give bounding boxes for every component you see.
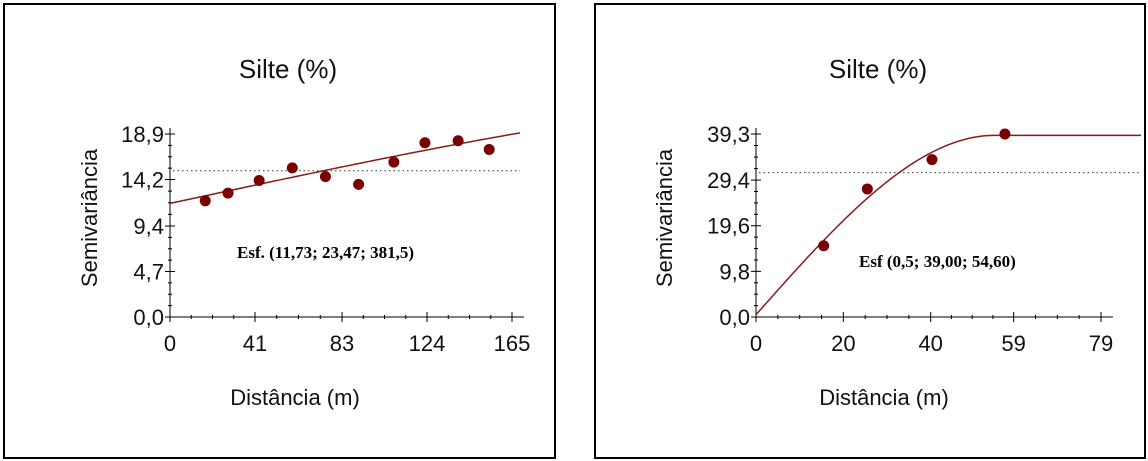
data-point: [452, 135, 464, 147]
x-tick-label: 0: [164, 331, 176, 356]
model-curve: [169, 132, 521, 205]
y-tick-label: 18,9: [121, 122, 164, 147]
y-tick-label: 19,6: [707, 214, 750, 239]
x-tick-label: 83: [330, 331, 354, 356]
x-tick-label: 124: [409, 331, 446, 356]
y-axis-label: Semivariância: [77, 148, 102, 287]
y-tick-label: 0,0: [719, 305, 750, 330]
chart-title: Silte (%): [829, 54, 927, 84]
x-tick-label: 40: [918, 331, 942, 356]
data-point: [483, 143, 495, 155]
y-tick-label: 9,4: [133, 214, 164, 239]
data-point: [999, 128, 1011, 140]
chart-title: Silte (%): [239, 54, 337, 84]
y-tick-label: 0,0: [133, 305, 164, 330]
data-point: [419, 137, 431, 149]
model-curve: [755, 134, 1141, 316]
x-tick-label: 41: [243, 331, 267, 356]
x-tick-label: 79: [1089, 331, 1113, 356]
data-point: [388, 156, 400, 168]
y-axis-label: Semivariância: [652, 148, 677, 287]
data-point: [861, 183, 873, 195]
data-point: [253, 174, 265, 186]
data-point: [926, 154, 938, 166]
x-tick-label: 165: [494, 331, 531, 356]
data-point: [222, 187, 234, 199]
data-point: [199, 195, 211, 207]
model-annotation: Esf. (11,73; 23,47; 381,5): [237, 243, 414, 262]
chart-panel-left: Silte (%) Distância (m) Semivariância Es…: [3, 3, 556, 459]
x-axis-label: Distância (m): [819, 385, 949, 410]
y-tick-label: 14,2: [121, 168, 164, 193]
y-tick-label: 4,7: [133, 259, 164, 284]
x-tick-label: 20: [831, 331, 855, 356]
data-point: [286, 162, 298, 174]
chart-panel-right: Silte (%) Distância (m) Semivariância Es…: [594, 3, 1146, 459]
y-tick-label: 29,4: [707, 168, 750, 193]
data-point: [319, 171, 331, 183]
y-tick-label: 9,8: [719, 259, 750, 284]
data-point: [818, 240, 830, 252]
x-tick-label: 59: [1001, 331, 1025, 356]
x-axis-label: Distância (m): [230, 385, 360, 410]
model-annotation: Esf (0,5; 39,00; 54,60): [859, 252, 1016, 271]
semivariogram-chart-left: Silte (%) Distância (m) Semivariância Es…: [77, 54, 531, 410]
data-point: [353, 178, 365, 190]
semivariogram-chart-right: Silte (%) Distância (m) Semivariância Es…: [652, 54, 1141, 410]
y-tick-label: 39,3: [707, 122, 750, 147]
x-tick-label: 0: [750, 331, 762, 356]
